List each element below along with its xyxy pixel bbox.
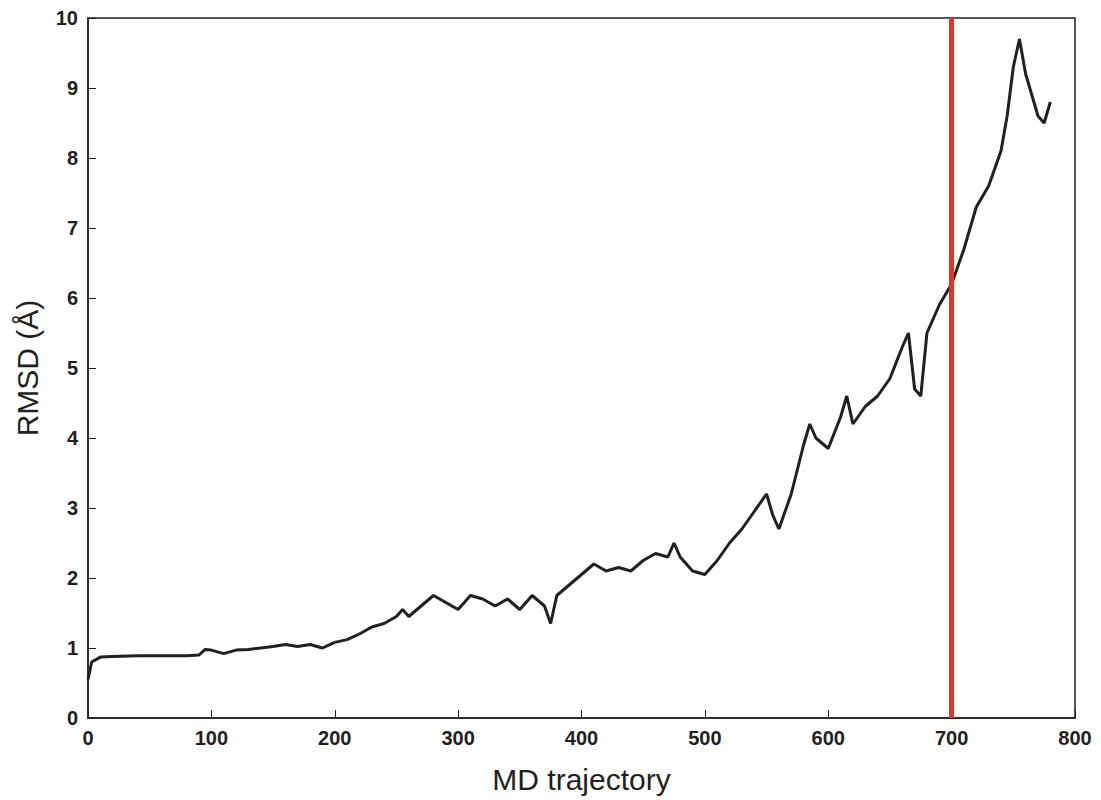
svg-text:600: 600 xyxy=(812,727,845,749)
svg-text:MD trajectory: MD trajectory xyxy=(492,763,670,796)
svg-text:2: 2 xyxy=(67,567,78,589)
svg-text:500: 500 xyxy=(688,727,721,749)
svg-text:200: 200 xyxy=(318,727,351,749)
svg-text:700: 700 xyxy=(935,727,968,749)
svg-text:8: 8 xyxy=(67,147,78,169)
svg-text:0: 0 xyxy=(67,707,78,729)
svg-text:7: 7 xyxy=(67,217,78,239)
svg-text:RMSD (Å): RMSD (Å) xyxy=(11,300,44,437)
svg-text:100: 100 xyxy=(195,727,228,749)
svg-text:800: 800 xyxy=(1058,727,1091,749)
svg-text:300: 300 xyxy=(441,727,474,749)
svg-text:1: 1 xyxy=(67,637,78,659)
svg-text:6: 6 xyxy=(67,287,78,309)
svg-text:4: 4 xyxy=(67,427,79,449)
svg-text:400: 400 xyxy=(565,727,598,749)
svg-text:9: 9 xyxy=(67,77,78,99)
svg-text:5: 5 xyxy=(67,357,78,379)
svg-text:0: 0 xyxy=(82,727,93,749)
svg-text:3: 3 xyxy=(67,497,78,519)
svg-text:10: 10 xyxy=(56,7,78,29)
